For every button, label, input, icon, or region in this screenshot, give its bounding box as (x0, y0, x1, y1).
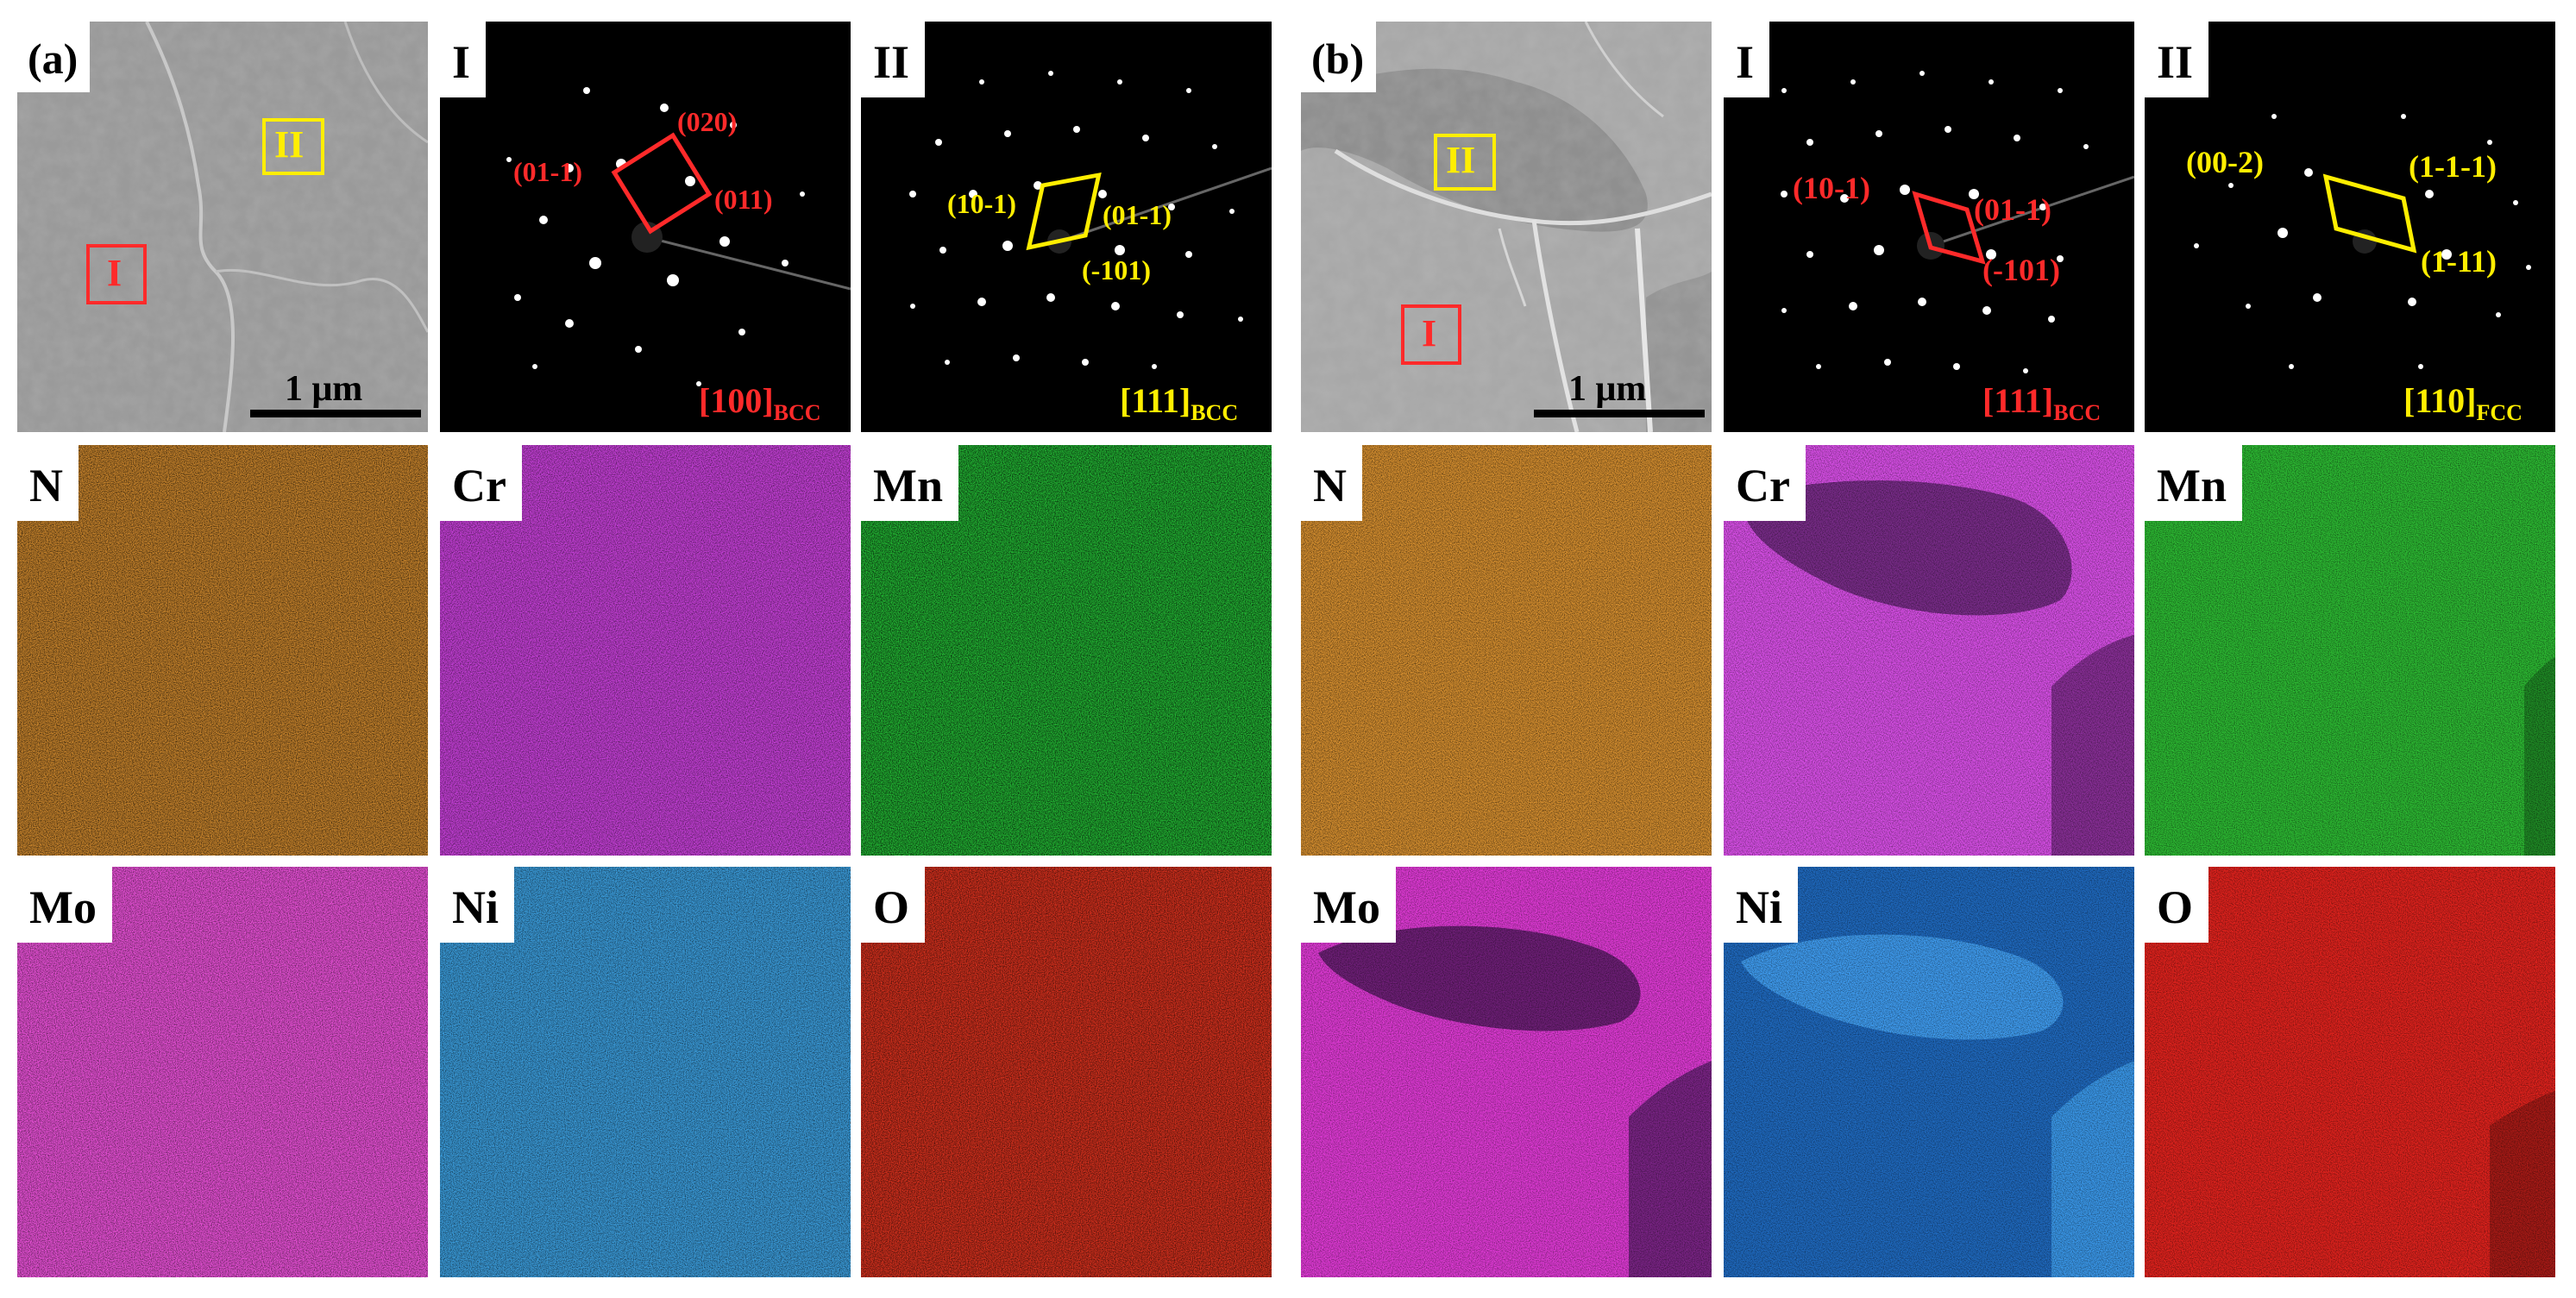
b-map-Ni: Ni (1724, 867, 2134, 1277)
a-sad-II-spot-01-1: (01-1) (1103, 199, 1172, 230)
a-sad-II-zone-axis: [111]BCC (1120, 381, 1239, 425)
b-sad-II-zone-axis: [110]FCC (2403, 381, 2523, 425)
b-region-box-II (1434, 134, 1496, 191)
b-map-N-tag: N (1301, 445, 1362, 521)
b-region-label-I: I (1422, 312, 1437, 354)
a-map-Cr-tag: Cr (440, 445, 522, 521)
b-panel-tag: (b) (1301, 22, 1377, 92)
b-sem-image: (b) II I 1 μm (1301, 22, 1712, 432)
a-sad-I-spot-011: (011) (714, 184, 773, 215)
a-scale-bar (250, 410, 421, 417)
b-map-N: N (1301, 445, 1712, 856)
b-sad-II-tag: II (2145, 22, 2209, 97)
a-map-Ni: Ni (440, 867, 851, 1277)
a-sad-pattern-I: I (01-1) (020) (011) [100]BCC (440, 22, 851, 432)
b-region-box-I (1401, 304, 1461, 365)
b-scale-bar-label: 1 μm (1568, 369, 1647, 409)
b-map-Ni-tag: Ni (1724, 867, 1798, 943)
a-region-label-II: II (274, 123, 305, 166)
a-region-box-I (86, 244, 147, 304)
b-map-Mn-tag: Mn (2145, 445, 2242, 521)
a-region-label-I: I (107, 252, 123, 294)
a-sad-I-spot-01-1: (01-1) (513, 156, 582, 187)
b-map-O: O (2145, 867, 2555, 1277)
b-sad-II-spot-1-11: (1-11) (2421, 244, 2497, 279)
a-map-O: O (861, 867, 1272, 1277)
b-sad-pattern-II: II (00-2) (1-1-1) (1-11) [110]FCC (2145, 22, 2555, 432)
b-scale-bar (1534, 410, 1705, 417)
a-map-N-tag: N (17, 445, 79, 521)
a-region-box-II (262, 118, 324, 175)
a-map-N: N (17, 445, 428, 856)
a-map-Mn-tag: Mn (861, 445, 958, 521)
b-region-label-II: II (1446, 139, 1476, 181)
a-map-Mo: Mo (17, 867, 428, 1277)
b-map-Cr: Cr (1724, 445, 2134, 856)
a-sad-II-spots (909, 71, 1272, 369)
a-panel-tag: (a) (17, 22, 91, 92)
b-sad-I-tag: I (1724, 22, 1770, 97)
a-scale-bar-label: 1 μm (285, 369, 363, 409)
b-map-Mn: Mn (2145, 445, 2555, 856)
b-sad-II-spot-00-2: (00-2) (2186, 145, 2264, 179)
a-sad-pattern-II: II (10-1) (01-1) (-101) [111]BCC (861, 22, 1272, 432)
b-sad-I-spot-101: (-101) (1982, 253, 2060, 287)
b-sad-II-spot-1-1-1: (1-1-1) (2409, 149, 2497, 184)
a-map-O-tag: O (861, 867, 926, 943)
b-sem-texture (1301, 22, 1712, 432)
a-sad-II-tag: II (861, 22, 926, 97)
b-sad-II-spots (2194, 114, 2531, 369)
a-sad-I-tag: I (440, 22, 487, 97)
a-sad-I-spot-020: (020) (677, 106, 738, 137)
b-sad-I-spot-10-1: (10-1) (1793, 171, 1870, 205)
a-sad-II-spot-101: (-101) (1082, 254, 1151, 285)
a-sad-I-spots (506, 87, 851, 386)
a-map-Mo-tag: Mo (17, 867, 112, 943)
b-map-Mo-tag: Mo (1301, 867, 1396, 943)
b-sad-I-spots (1781, 71, 2134, 373)
b-map-O-tag: O (2145, 867, 2209, 943)
a-sem-image: (a) II I 1 μm (17, 22, 428, 432)
b-map-Mo: Mo (1301, 867, 1712, 1277)
b-sad-pattern-I: I (10-1) (01-1) (-101) [111]BCC (1724, 22, 2134, 432)
a-map-Cr: Cr (440, 445, 851, 856)
b-sad-I-zone-axis: [111]BCC (1982, 381, 2102, 425)
b-map-Cr-tag: Cr (1724, 445, 1806, 521)
a-map-Ni-tag: Ni (440, 867, 514, 943)
a-sad-II-spot-10-1: (10-1) (947, 188, 1016, 219)
a-map-Mn: Mn (861, 445, 1272, 856)
a-sad-I-zone-axis: [100]BCC (699, 381, 821, 425)
b-sad-I-spot-01-1: (01-1) (1974, 192, 2051, 227)
